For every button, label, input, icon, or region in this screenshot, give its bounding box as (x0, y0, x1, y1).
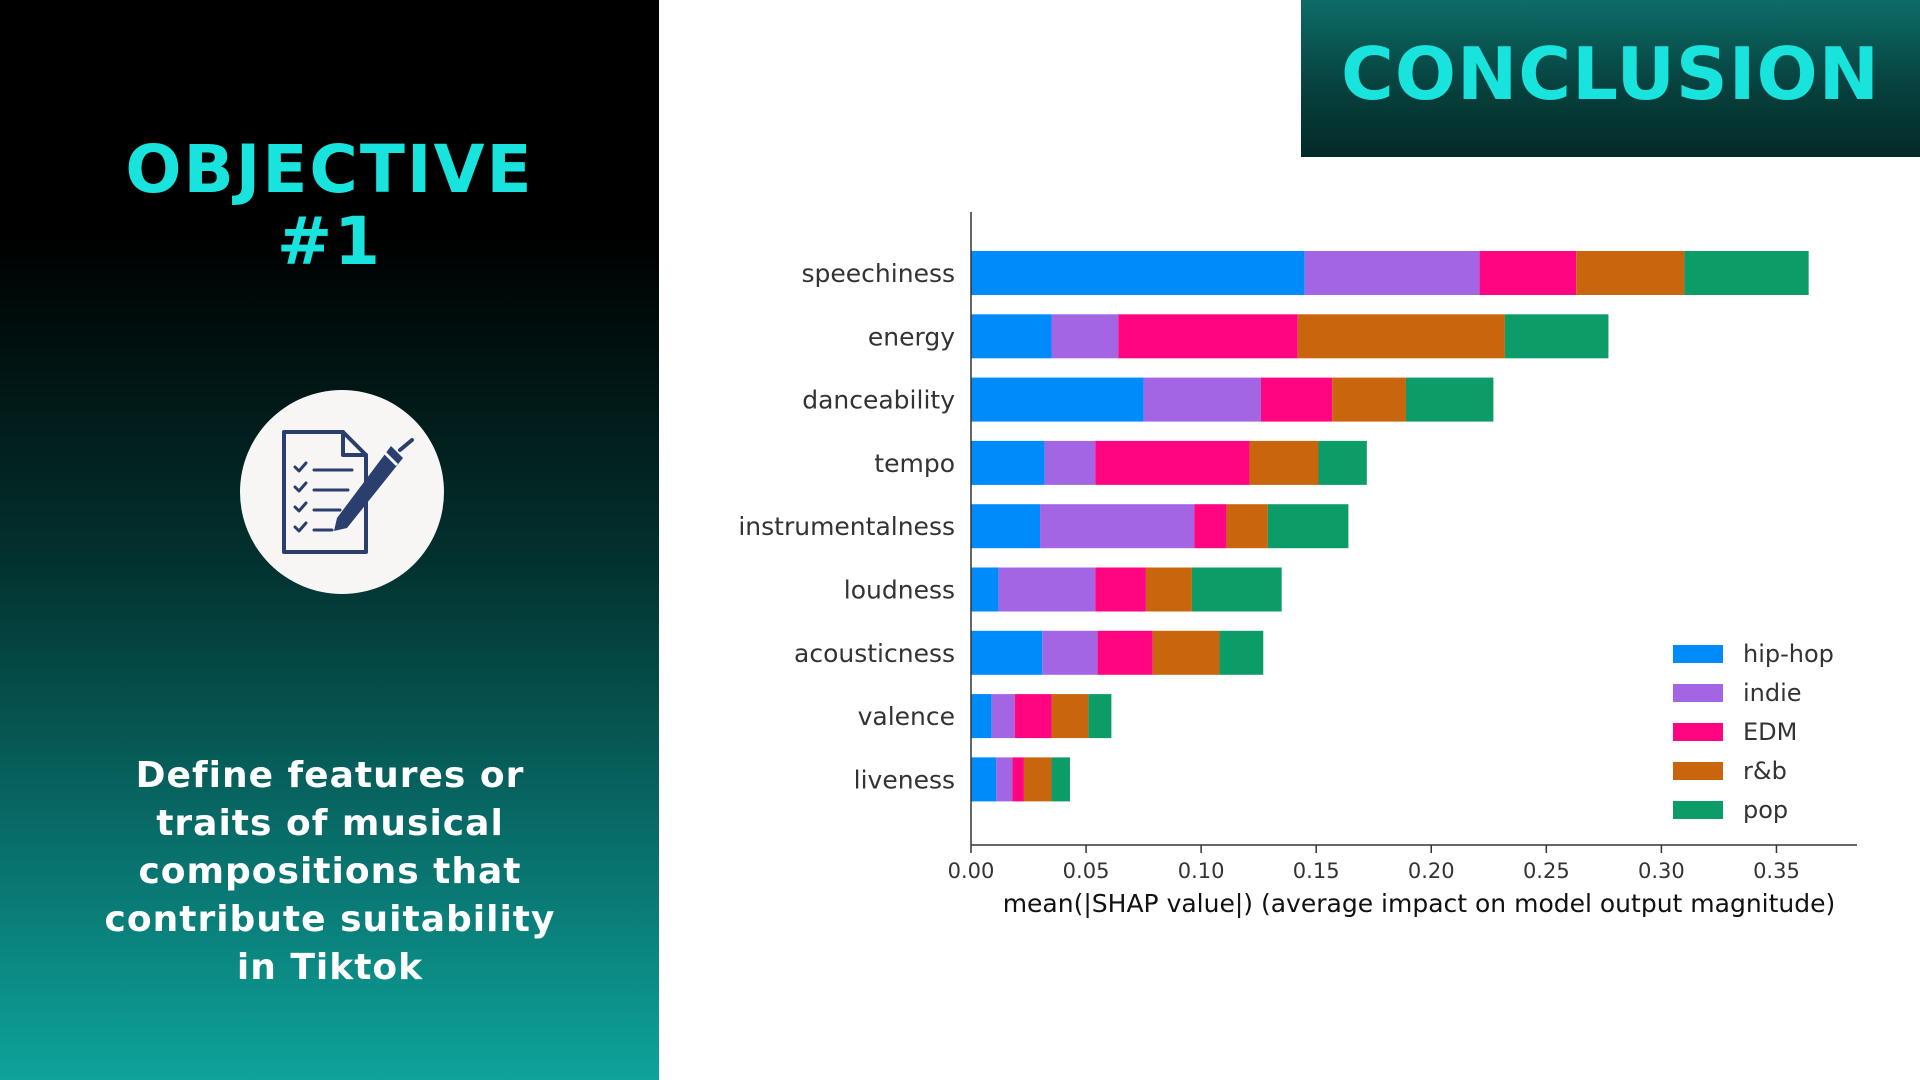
objective-description: Define features or traits of musical com… (40, 752, 620, 992)
bar-segment (971, 440, 1045, 485)
bar-segment (1095, 440, 1250, 485)
bar-segment (1267, 504, 1349, 549)
category-label: loudness (844, 576, 955, 605)
x-tick-label: 0.25 (1523, 859, 1570, 883)
bar-segment (1097, 630, 1153, 675)
bar-segment (1051, 757, 1070, 802)
bar-segment (1684, 251, 1809, 295)
bar-segment (1479, 251, 1577, 295)
description-line: Define features or (135, 755, 525, 796)
objective-panel: OBJECTIVE #1 D (0, 0, 659, 1080)
category-label: energy (868, 322, 955, 351)
x-tick-label: 0.10 (1178, 859, 1225, 883)
x-tick-label: 0.00 (948, 859, 995, 883)
legend-swatch (1673, 645, 1723, 663)
bar-segment (1014, 694, 1052, 739)
bar-segment (1194, 504, 1227, 549)
bar-segment (996, 757, 1013, 802)
x-tick-label: 0.20 (1408, 859, 1455, 883)
bar-segment (1042, 630, 1098, 675)
bar-segment (1304, 251, 1480, 295)
bar-segment (1118, 314, 1298, 359)
description-line: contribute suitability (104, 899, 556, 940)
x-axis-label: mean(|SHAP value|) (average impact on mo… (1003, 889, 1836, 918)
bar-segment (1405, 377, 1494, 422)
bar-segment (1504, 314, 1609, 359)
bar-segment (971, 377, 1144, 422)
legend-label: EDM (1743, 718, 1797, 746)
bar-segment (1297, 314, 1505, 359)
category-label: liveness (854, 765, 955, 794)
legend-label: indie (1743, 679, 1802, 707)
bar-segment (971, 630, 1043, 675)
legend-swatch (1673, 762, 1723, 780)
bar-segment (1332, 377, 1406, 422)
bar-segment (971, 757, 997, 802)
legend-swatch (1673, 723, 1723, 741)
bar-segment (1260, 377, 1333, 422)
legend-label: hip-hop (1743, 640, 1834, 668)
objective-number: #1 (276, 203, 383, 280)
bar-segment (1219, 630, 1264, 675)
bar-segment (1191, 567, 1282, 612)
bar-segment (1143, 377, 1261, 422)
bar-segment (1012, 757, 1024, 802)
bar-segment (971, 251, 1305, 295)
x-tick-label: 0.35 (1753, 859, 1800, 883)
bar-segment (1044, 440, 1096, 485)
conclusion-header: CONCLUSION (1301, 0, 1920, 157)
bar-segment (971, 504, 1041, 549)
legend-swatch (1673, 684, 1723, 702)
bar-segment (1226, 504, 1268, 549)
bar-segment (1152, 630, 1220, 675)
bar-segment (1576, 251, 1685, 295)
bar-segment (1040, 504, 1195, 549)
legend-swatch (1673, 801, 1723, 819)
bar-segment (1095, 567, 1146, 612)
category-label: speechiness (802, 259, 955, 288)
description-line: traits of musical (156, 803, 504, 844)
bar-segment (1051, 694, 1089, 739)
bar-segment (1318, 440, 1367, 485)
conclusion-title: CONCLUSION (1340, 32, 1881, 116)
category-label: danceability (802, 386, 955, 415)
bar-segment (991, 694, 1015, 739)
bar-segment (971, 567, 999, 612)
x-tick-label: 0.15 (1293, 859, 1340, 883)
bar-segment (1249, 440, 1319, 485)
category-label: instrumentalness (738, 512, 955, 541)
legend-label: r&b (1743, 757, 1787, 785)
shap-bar-chart: speechiness energy danceability tempo instru… (738, 212, 1857, 918)
description-line: in Tiktok (236, 947, 424, 988)
bar-segment (1145, 567, 1192, 612)
bar-segment (971, 694, 992, 739)
category-label: valence (858, 702, 955, 731)
description-line: compositions that (138, 851, 522, 892)
bar-segment (1051, 314, 1119, 359)
category-label: acousticness (794, 639, 955, 668)
x-tick-label: 0.05 (1063, 859, 1110, 883)
bar-segment (971, 314, 1052, 359)
objective-title: OBJECTIVE (125, 131, 534, 208)
category-label: tempo (874, 449, 955, 478)
bar-segment (1023, 757, 1052, 802)
x-tick-label: 0.30 (1638, 859, 1685, 883)
checklist-pen-icon (240, 390, 444, 594)
legend-label: pop (1743, 796, 1788, 824)
bar-segment (1088, 694, 1112, 739)
bar-segment (998, 567, 1096, 612)
